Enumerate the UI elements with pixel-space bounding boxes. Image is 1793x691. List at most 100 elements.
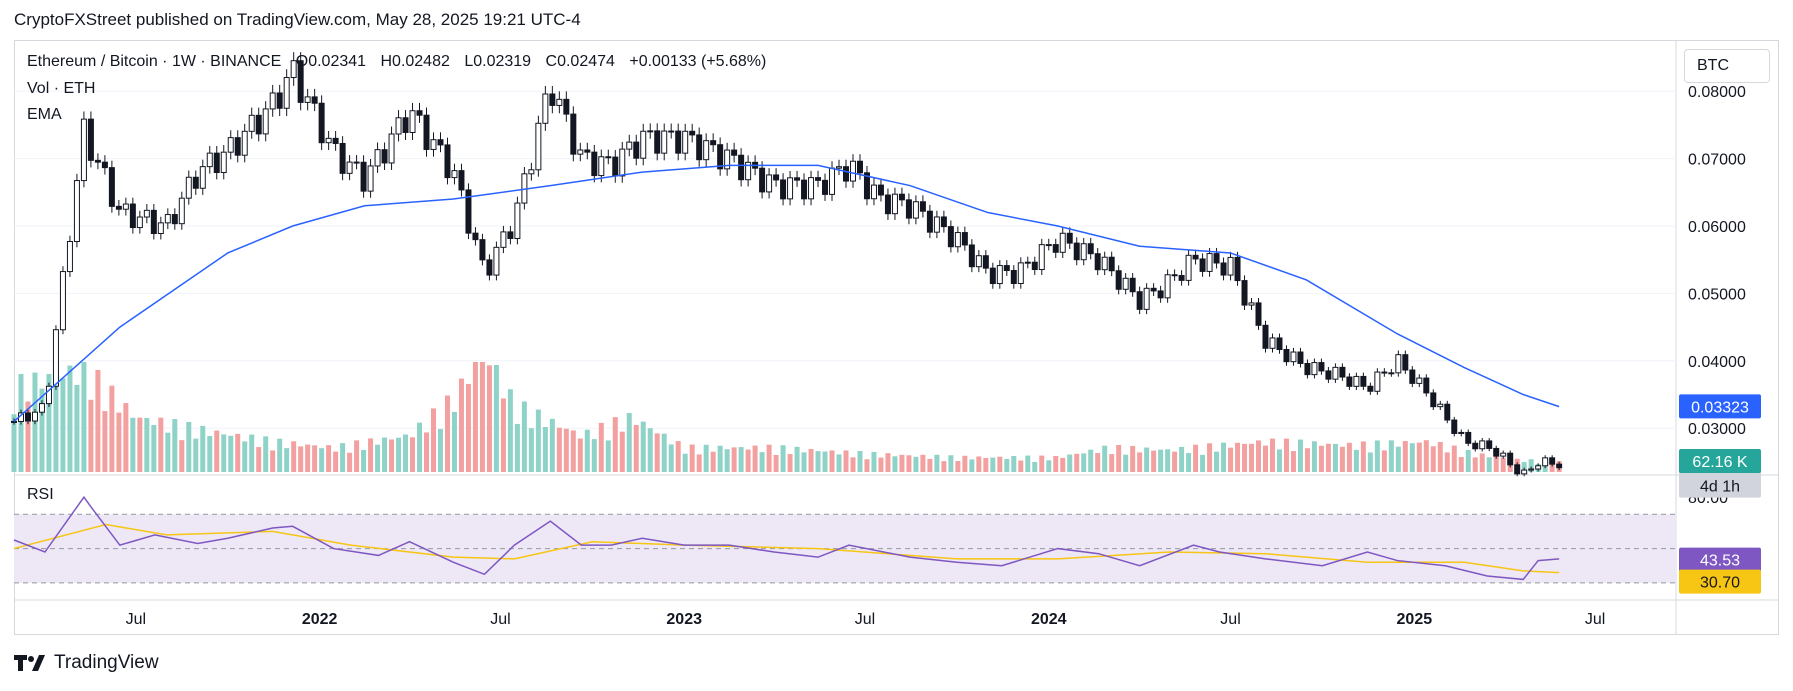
volume-bar <box>221 434 227 472</box>
volume-bar <box>528 428 534 472</box>
volume-bar <box>116 412 122 472</box>
candle-body <box>1514 464 1521 475</box>
candle-body <box>1493 447 1500 457</box>
candle-body <box>1143 287 1150 310</box>
candle-body <box>1346 376 1353 387</box>
candle-body <box>276 92 283 109</box>
volume-bar <box>347 452 353 472</box>
volume-bar <box>333 451 339 472</box>
candle-body <box>856 160 863 174</box>
tradingview-footer: TradingView <box>14 652 159 674</box>
rsi-ma-value-badge: 30.70 <box>1700 575 1740 592</box>
volume-bar <box>396 437 402 472</box>
symbol-label[interactable]: Ethereum / Bitcoin · 1W · BINANCE <box>27 53 282 70</box>
volume-bar <box>899 454 905 472</box>
volume-bar <box>1025 455 1031 472</box>
candle-body <box>1206 253 1213 272</box>
volume-bar <box>1430 446 1436 472</box>
candle-body <box>1017 262 1024 284</box>
candle-body <box>717 144 724 170</box>
volume-bar <box>95 369 101 472</box>
volume-bar <box>1472 457 1478 472</box>
currency-button[interactable]: BTC <box>1684 49 1770 83</box>
candle-body <box>1269 337 1276 349</box>
volume-bar <box>298 446 304 472</box>
low-value: L0.02319 <box>464 53 532 70</box>
candle-body <box>549 93 556 106</box>
candle-body <box>38 403 45 413</box>
candle-body <box>388 133 395 164</box>
volume-bar <box>1123 454 1129 472</box>
ema-legend[interactable]: EMA <box>27 106 62 123</box>
volume-bar <box>1423 440 1429 472</box>
volume-bar <box>1200 454 1206 472</box>
candle-body <box>1276 337 1283 351</box>
volume-bar <box>1388 440 1394 472</box>
candle-body <box>891 193 898 215</box>
volume-bar <box>976 456 982 472</box>
candle-body <box>912 201 919 219</box>
volume-legend[interactable]: Vol · ETH <box>27 80 96 97</box>
volume-bar <box>773 455 779 472</box>
publisher-header: CryptoFXStreet published on TradingView.… <box>14 10 581 29</box>
price-tick-label: 0.08000 <box>1688 84 1746 101</box>
volume-bar <box>46 374 52 472</box>
volume-bar <box>1528 459 1534 472</box>
candle-body <box>1087 243 1094 255</box>
volume-bar <box>144 417 150 472</box>
candle-body <box>94 159 101 163</box>
candle-body <box>877 184 884 196</box>
price-tick-label: 0.03000 <box>1688 421 1746 438</box>
volume-bar <box>472 362 478 472</box>
volume-bar <box>1095 453 1101 472</box>
volume-bar <box>1207 443 1213 472</box>
volume-bar <box>1325 443 1331 472</box>
volume-bar <box>549 418 555 472</box>
volume-value-badge: 62.16 K <box>1692 454 1747 471</box>
candle-body <box>1423 377 1430 394</box>
candle-body <box>1444 403 1451 421</box>
candle-body <box>947 226 954 248</box>
volume-bar <box>53 376 59 472</box>
volume-bar <box>1018 460 1024 472</box>
candle-body <box>108 167 115 207</box>
rsi-legend[interactable]: RSI <box>27 486 54 503</box>
candle-body <box>192 176 199 189</box>
volume-bar <box>1304 448 1310 472</box>
volume-bar <box>263 436 269 472</box>
candle-body <box>101 161 108 169</box>
chart-frame <box>14 40 1779 635</box>
open-value: O0.02341 <box>295 53 367 70</box>
candle-body <box>1234 256 1241 282</box>
volume-bar <box>486 365 492 472</box>
volume-bar <box>731 447 737 472</box>
volume-bar <box>277 438 283 472</box>
volume-bar <box>829 450 835 472</box>
volume-bar <box>1221 442 1227 472</box>
price-tick-label: 0.07000 <box>1688 152 1746 169</box>
candle-body <box>241 130 248 156</box>
volume-bar <box>1081 453 1087 472</box>
volume-bar <box>1318 445 1324 472</box>
candle-body <box>304 96 311 103</box>
volume-bar <box>857 451 863 472</box>
volume-bar <box>1004 458 1010 472</box>
volume-bar <box>1256 440 1262 472</box>
volume-bar <box>493 364 499 472</box>
volume-bar <box>1465 449 1471 472</box>
volume-bar <box>626 413 632 472</box>
volume-bar <box>745 449 751 472</box>
volume-bar <box>682 453 688 472</box>
volume-bar <box>640 421 646 472</box>
volume-bar <box>326 445 332 472</box>
candle-body <box>1549 457 1556 465</box>
volume-bar <box>738 447 744 472</box>
candle-body <box>787 177 794 200</box>
volume-bar <box>1046 460 1052 472</box>
candle-body <box>570 113 577 155</box>
volume-bar <box>60 378 66 472</box>
candle-body <box>1556 463 1563 469</box>
candle-body <box>1108 256 1115 272</box>
volume-bar <box>375 444 381 472</box>
